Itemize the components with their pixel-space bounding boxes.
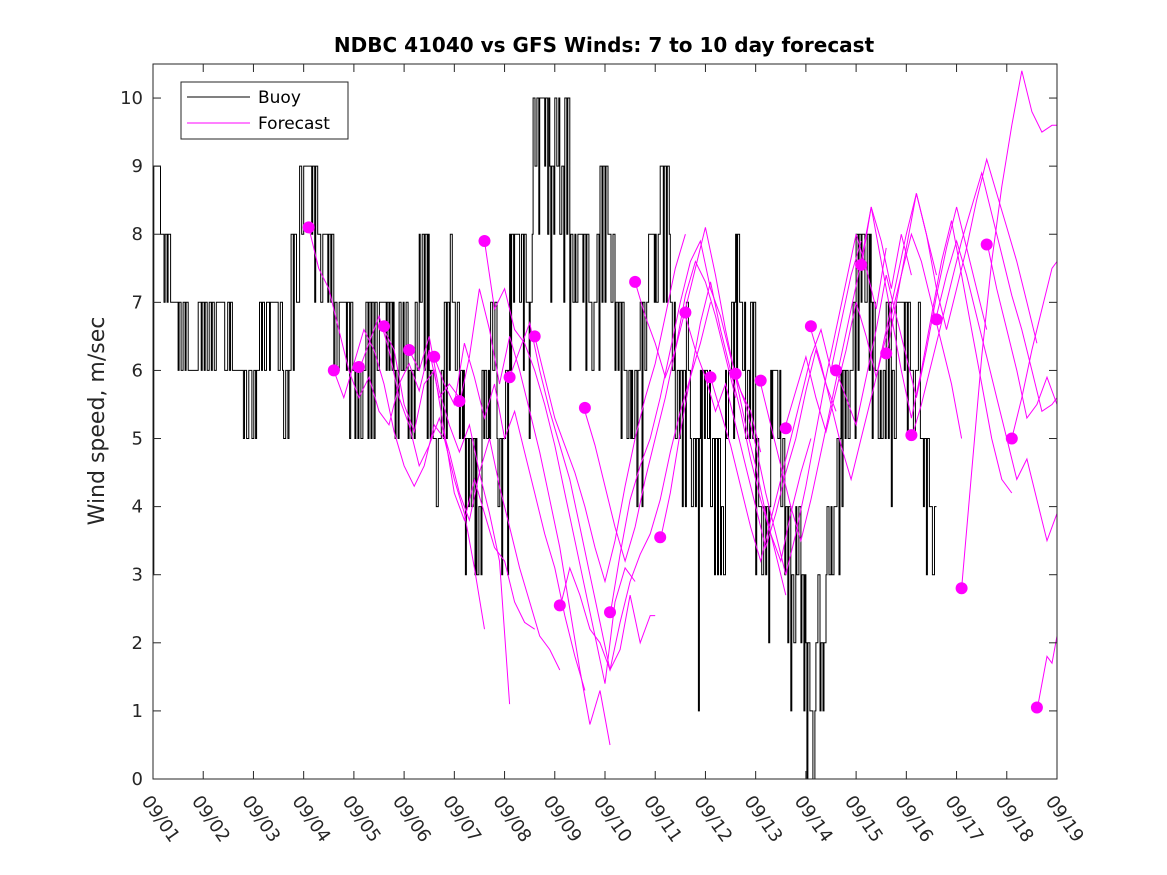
forecast-marker-14 <box>654 531 667 544</box>
buoy-line <box>153 97 937 780</box>
y-axis-label: Wind speed, m/sec <box>85 317 110 526</box>
forecast-marker-19 <box>779 422 792 435</box>
x-tick-label-6: 09/07 <box>438 792 485 847</box>
forecast-marker-20 <box>804 320 817 333</box>
y-tick-label-0: 0 <box>132 769 143 790</box>
forecast-line-29 <box>1036 635 1058 711</box>
forecast-line-1 <box>333 328 485 630</box>
forecast-marker-16 <box>704 371 717 384</box>
forecast-series-group <box>308 70 1058 746</box>
forecast-marker-1 <box>327 364 340 377</box>
x-tick-label-2: 09/03 <box>237 792 284 847</box>
forecast-marker-3 <box>378 320 390 333</box>
forecast-marker-12 <box>604 606 616 619</box>
y-tick-label-8: 8 <box>132 224 143 245</box>
forecast-marker-9 <box>528 330 541 343</box>
chart-title: NDBC 41040 vs GFS Winds: 7 to 10 day for… <box>334 33 875 57</box>
forecast-marker-26 <box>955 582 968 595</box>
forecast-line-26 <box>961 70 1057 589</box>
y-tick-label-6: 6 <box>132 360 143 381</box>
forecast-line-16 <box>710 240 862 564</box>
y-tick-label-2: 2 <box>132 633 143 654</box>
x-tick-label-17: 09/18 <box>991 792 1038 847</box>
forecast-marker-5 <box>428 350 441 363</box>
x-tick-label-7: 09/08 <box>488 792 535 847</box>
forecast-line-28 <box>1011 261 1058 439</box>
y-tick-label-7: 7 <box>132 292 143 313</box>
forecast-marker-25 <box>930 313 943 326</box>
y-tick-label-4: 4 <box>132 497 143 518</box>
x-tick-label-18: 09/19 <box>1041 792 1088 847</box>
legend-box <box>180 81 349 140</box>
x-tick-label-0: 09/01 <box>137 792 184 847</box>
x-tick-label-10: 09/11 <box>639 792 686 847</box>
buoy-series <box>153 97 937 780</box>
y-tick-label-5: 5 <box>132 429 143 450</box>
forecast-line-15 <box>684 315 837 550</box>
forecast-marker-23 <box>880 347 893 360</box>
legend: Buoy Forecast <box>180 81 349 140</box>
forecast-marker-6 <box>453 395 466 408</box>
forecast-line-5 <box>433 343 586 691</box>
forecast-line-17 <box>735 234 887 575</box>
forecast-marker-17 <box>729 367 742 380</box>
forecast-line-27 <box>986 240 1058 420</box>
x-tick-label-13: 09/14 <box>790 792 837 847</box>
forecast-marker-24 <box>905 429 918 442</box>
x-tick-label-5: 09/06 <box>388 792 435 847</box>
forecast-line-14 <box>659 281 812 563</box>
forecast-line-13 <box>634 227 787 596</box>
forecast-line-11 <box>584 260 737 563</box>
forecast-line-8 <box>509 321 656 672</box>
forecast-marker-21 <box>830 364 842 377</box>
forecast-line-24 <box>910 171 1058 439</box>
forecast-marker-15 <box>679 306 692 319</box>
x-tick-label-4: 09/05 <box>338 792 385 847</box>
forecast-marker-10 <box>553 599 566 612</box>
forecast-line-23 <box>885 157 1038 357</box>
forecast-line-21 <box>835 206 988 427</box>
legend-buoy-label: Buoy <box>258 88 301 108</box>
x-tick-label-12: 09/13 <box>740 792 787 847</box>
x-tick-label-1: 09/02 <box>187 792 234 847</box>
forecast-marker-27 <box>980 238 993 251</box>
forecast-marker-7 <box>478 235 491 247</box>
y-tick-label-10: 10 <box>120 88 143 109</box>
forecast-line-6 <box>458 288 611 746</box>
forecast-line-3 <box>383 329 535 630</box>
forecast-line-25 <box>936 239 1058 543</box>
y-tick-label-1: 1 <box>132 701 143 722</box>
y-tick-label-9: 9 <box>132 156 143 177</box>
forecast-line-2 <box>358 314 511 705</box>
forecast-line-10 <box>559 302 711 672</box>
forecast-marker-13 <box>629 275 642 288</box>
x-tick-label-14: 09/15 <box>840 792 887 847</box>
forecast-marker-18 <box>754 374 767 387</box>
forecast-marker-8 <box>503 371 516 384</box>
forecast-marker-0 <box>302 221 315 234</box>
forecast-marker-28 <box>1005 432 1018 445</box>
x-tick-label-16: 09/17 <box>940 792 987 847</box>
forecast-marker-group <box>302 221 1043 714</box>
forecast-line-7 <box>484 240 636 684</box>
forecast-line-4 <box>408 336 561 671</box>
forecast-line-9 <box>534 234 686 584</box>
x-tick-label-9: 09/10 <box>589 792 636 847</box>
forecast-line-19 <box>785 193 937 434</box>
legend-forecast-label: Forecast <box>258 114 330 134</box>
forecast-line-18 <box>760 206 912 543</box>
forecast-marker-22 <box>855 258 868 271</box>
x-tick-label-15: 09/16 <box>890 792 937 847</box>
y-tick-label-3: 3 <box>132 565 143 586</box>
x-tick-label-11: 09/12 <box>689 792 736 847</box>
x-tick-label-8: 09/09 <box>539 792 586 847</box>
forecast-marker-4 <box>403 344 416 356</box>
y-axis: 0 1 2 3 4 5 6 7 8 9 10 <box>120 88 1057 790</box>
forecast-marker-29 <box>1030 701 1043 714</box>
x-tick-label-3: 09/04 <box>288 792 335 847</box>
forecast-line-0 <box>308 227 460 427</box>
forecast-marker-11 <box>578 401 591 414</box>
forecast-marker-2 <box>352 361 365 373</box>
